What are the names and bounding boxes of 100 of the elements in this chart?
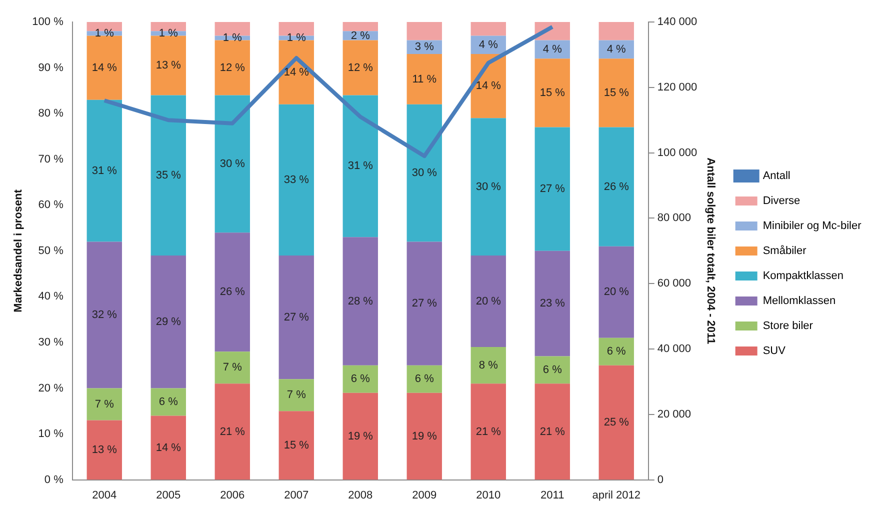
y2-tick-label: 100 000: [657, 146, 698, 159]
data-label: 32 %: [92, 309, 118, 322]
bar: [342, 237, 378, 366]
data-label: 3 %: [414, 41, 434, 54]
data-label: 31 %: [92, 164, 118, 177]
data-label: 30 %: [412, 167, 438, 180]
x-tick-label: 2005: [156, 489, 181, 502]
data-label: 27 %: [540, 183, 566, 196]
data-label: 25 %: [604, 416, 630, 429]
y-axis-title: Markedsandel i prosent: [12, 189, 25, 312]
x-tick-label: 2009: [412, 489, 437, 502]
data-label: 11 %: [412, 73, 437, 86]
bar: [470, 384, 506, 480]
y-tick-label: 40 %: [38, 290, 64, 303]
legend-label: Antall: [762, 170, 790, 182]
bar: [470, 347, 506, 384]
data-label: 12 %: [348, 62, 374, 74]
bar: [470, 118, 506, 256]
bar: [534, 250, 570, 356]
data-label: 28 %: [348, 295, 374, 308]
legend-label: Kompaktklassen: [762, 270, 844, 282]
data-label: 20 %: [604, 286, 630, 298]
data-label: 29 %: [156, 316, 182, 328]
x-tick-label: 2010: [476, 489, 501, 502]
bar: [406, 104, 442, 242]
bar: [278, 411, 314, 480]
data-label: 20 %: [476, 295, 502, 308]
data-label: 2 %: [350, 30, 370, 42]
data-label: 4 %: [542, 44, 562, 56]
legend-label: Mellomklassen: [762, 295, 836, 308]
data-label: 27 %: [284, 311, 310, 324]
data-label: 14 %: [476, 80, 502, 92]
bar: [406, 365, 442, 393]
bar: [342, 392, 378, 480]
data-label: 35 %: [156, 169, 182, 182]
legend-label: Minibiler og Mc-biler: [762, 220, 862, 232]
data-label: 31 %: [348, 160, 374, 172]
bar: [150, 36, 186, 96]
bar: [598, 127, 634, 246]
legend-label: Diverse: [762, 195, 800, 208]
data-label: 8 %: [478, 359, 498, 372]
data-label: 30 %: [220, 158, 246, 170]
bar: [534, 127, 570, 251]
data-label: 30 %: [476, 180, 502, 193]
data-label: 21 %: [220, 426, 246, 438]
data-label: 15 %: [540, 86, 566, 99]
data-label: 7 %: [286, 389, 306, 402]
data-label: 6 %: [414, 373, 434, 386]
bar: [86, 36, 122, 100]
data-label: 19 %: [348, 430, 374, 442]
data-label: 14 %: [284, 66, 310, 78]
data-label: 6 %: [606, 346, 626, 358]
bar: [150, 388, 186, 416]
data-label: 21 %: [476, 426, 502, 438]
bar: [406, 392, 442, 480]
bar: [534, 58, 570, 128]
bar: [278, 255, 314, 380]
data-label: 19 %: [412, 430, 438, 442]
bar: [598, 22, 634, 40]
bar: [342, 22, 378, 32]
y-tick-label: 30 %: [38, 336, 64, 348]
x-tick-label: 2007: [284, 489, 309, 502]
bar: [406, 54, 442, 104]
y2-tick-label: 140 000: [657, 16, 698, 28]
y-tick-label: 80 %: [38, 108, 64, 120]
bar: [214, 352, 250, 384]
x-tick-label: 2008: [348, 489, 373, 502]
y2-tick-label: 20 000: [657, 408, 692, 420]
data-label: 26 %: [220, 286, 246, 298]
y-tick-label: 20 %: [38, 382, 64, 394]
data-label: 33 %: [284, 174, 310, 186]
bar: [598, 246, 634, 338]
y2-tick-label: 120 000: [657, 81, 698, 94]
bar: [150, 95, 186, 256]
bar: [534, 384, 570, 480]
y-tick-label: 90 %: [38, 62, 64, 74]
bar: [150, 255, 186, 388]
bar: [406, 22, 442, 40]
bar: [214, 384, 250, 480]
y-tick-label: 10 %: [38, 428, 64, 440]
bar: [214, 232, 250, 352]
data-label: 23 %: [540, 298, 566, 310]
y-tick-label: 60 %: [38, 199, 64, 212]
bar: [278, 104, 314, 256]
bar: [598, 365, 634, 480]
x-tick-label: 2004: [92, 489, 117, 502]
bar: [150, 416, 186, 480]
bar: [406, 242, 442, 366]
legend-label: Småbiler: [762, 245, 807, 258]
data-label: 6 %: [542, 364, 562, 376]
bar: [470, 22, 506, 36]
bar: [598, 58, 634, 128]
data-label: 4 %: [606, 44, 626, 56]
data-label: 27 %: [412, 298, 438, 310]
y2-tick-label: 80 000: [657, 212, 692, 224]
data-label: 4 %: [478, 38, 498, 51]
data-label: 7 %: [222, 362, 242, 374]
y2-tick-label: 40 000: [657, 343, 692, 356]
data-label: 14 %: [156, 442, 182, 454]
bar: [470, 255, 506, 348]
